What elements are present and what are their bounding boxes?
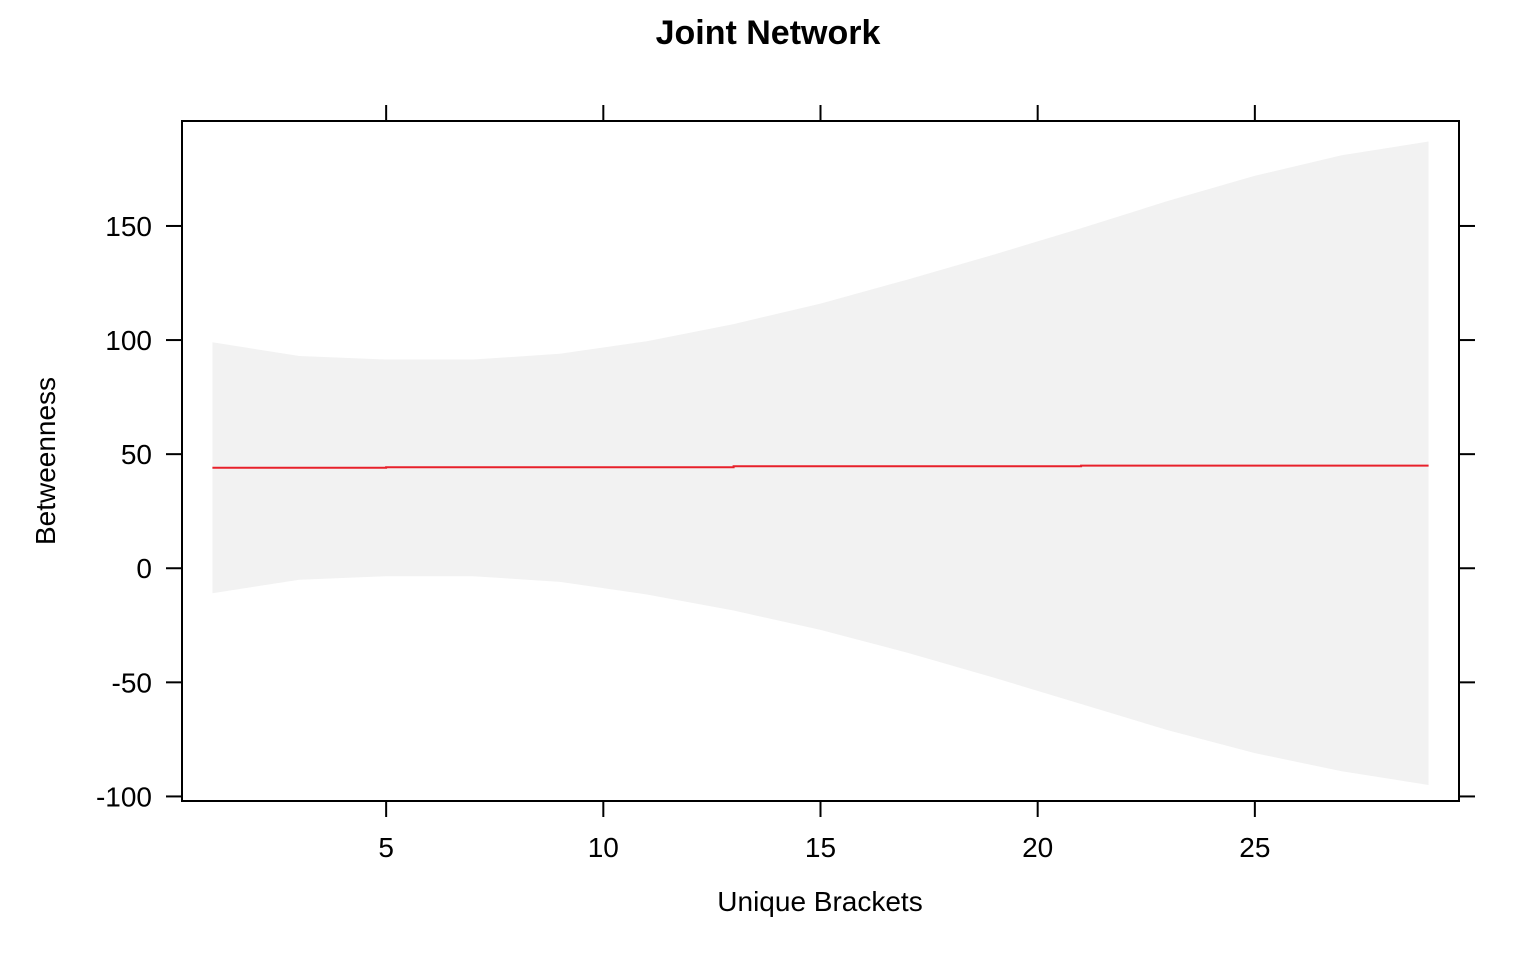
y-tick-label: 0 bbox=[136, 553, 152, 584]
confidence-band bbox=[212, 141, 1429, 785]
y-tick-label: 50 bbox=[121, 439, 152, 470]
x-tick-label: 20 bbox=[1022, 832, 1053, 863]
axes: 5 10 15 20 25 150 100 50 0 -50 -100 bbox=[96, 105, 1475, 863]
y-tick-label: 100 bbox=[105, 325, 152, 356]
chart-title: Joint Network bbox=[656, 14, 881, 52]
fit-line-0 bbox=[212, 464, 1429, 469]
y-tick-label: 150 bbox=[105, 211, 152, 242]
y-axis-label: Betweenness bbox=[30, 377, 61, 545]
x-axis-label: Unique Brackets bbox=[717, 886, 922, 917]
x-tick-label: 10 bbox=[588, 832, 619, 863]
plot-area bbox=[212, 141, 1429, 785]
x-tick-label: 25 bbox=[1239, 832, 1270, 863]
y-tick-label: -100 bbox=[96, 781, 152, 812]
x-tick-label: 5 bbox=[378, 832, 394, 863]
x-tick-label: 15 bbox=[805, 832, 836, 863]
y-tick-label: -50 bbox=[112, 667, 152, 698]
